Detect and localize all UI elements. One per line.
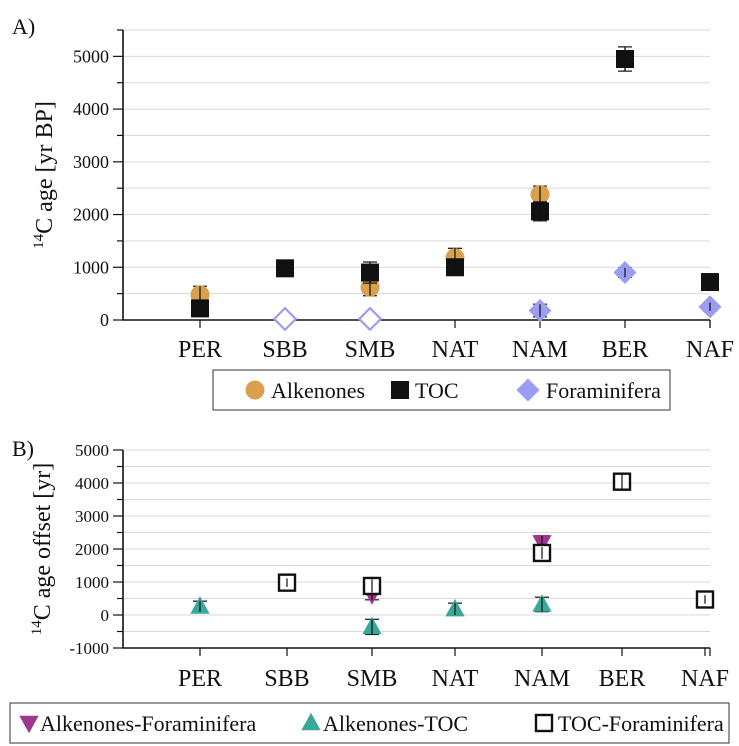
chart-panel-b: B) -1000 0 1000 2000 3000 4000 5000 PER SBB SMB NAT…	[9, 436, 730, 744]
legend-box	[9, 702, 730, 744]
y-tick-label: 2000	[75, 540, 109, 559]
legend-label: Foraminifera	[546, 378, 661, 403]
legend-box	[212, 369, 671, 411]
legend-marker	[516, 378, 540, 402]
legend-label: Alkenones-TOC	[323, 711, 468, 736]
y-tick-label: 5000	[73, 46, 109, 66]
legend-label: Alkenones-Foraminifera	[40, 711, 256, 736]
x-tick-label: PER	[178, 337, 222, 363]
legend-label: TOC	[415, 378, 459, 403]
y-axis-label-text: age offset [yr]	[30, 463, 56, 599]
y-tick-label: 3000	[73, 152, 109, 172]
legend-marker	[19, 715, 39, 734]
x-tick-label: NAT	[432, 666, 479, 692]
y-axis-label: 14C age [yr BP]	[31, 101, 58, 249]
y-tick-label: 0	[100, 310, 109, 330]
legend-marker	[245, 380, 265, 400]
y-axis-label: 14C age offset [yr]	[29, 463, 56, 636]
y-tick-label: 4000	[73, 99, 109, 119]
x-tick-label: SMB	[347, 666, 398, 692]
y-tick-label: 4000	[75, 474, 109, 493]
y-tick-label: 0	[101, 606, 110, 625]
y-axis-label-superscript: 14	[29, 620, 45, 636]
legend-marker	[301, 712, 321, 731]
series-toc	[191, 46, 719, 318]
y-tick-label: 1000	[75, 573, 109, 592]
legend-marker	[534, 713, 554, 733]
series-alkenones	[190, 185, 550, 305]
series-toc-foraminifera	[277, 472, 715, 609]
y-axis-label-superscript: 14	[31, 233, 47, 249]
y-tick-label: 2000	[73, 205, 109, 225]
data-point	[357, 306, 383, 332]
x-tick-label: BER	[599, 666, 646, 692]
series-foraminifera	[272, 261, 722, 332]
data-point	[272, 306, 298, 332]
series-alkenones-toc	[190, 594, 552, 636]
legend-label: Alkenones	[271, 378, 365, 403]
series-alkenones-foraminifera	[362, 535, 552, 605]
chart-panel-a: A) 0 1000 2000 3000 4000 5000 PER SBB SMB NAT NAM BE…	[12, 14, 734, 411]
y-tick-label: -1000	[69, 639, 109, 658]
legend: Alkenones-Foraminifera Alkenones-TOC TOC-F…	[9, 702, 730, 744]
x-tick-label: SBB	[262, 337, 307, 363]
x-tick-label: NAF	[686, 337, 734, 363]
y-axis-label-prefix: C	[30, 598, 56, 620]
x-tick-label: NAT	[432, 337, 479, 363]
x-tick-label: SBB	[264, 666, 309, 692]
panel-label: A)	[12, 14, 35, 39]
x-tick-label: NAF	[681, 666, 729, 692]
y-tick-label: 1000	[73, 257, 109, 277]
x-tick-label: NAM	[514, 666, 570, 692]
x-tick-label: BER	[602, 337, 649, 363]
x-tick-label: SMB	[345, 337, 396, 363]
y-tick-label: 5000	[75, 441, 109, 460]
y-axis-label-text: age [yr BP]	[32, 101, 58, 212]
legend-marker	[391, 381, 409, 399]
y-axis-label-prefix: C	[32, 212, 58, 234]
x-tick-label: PER	[178, 666, 222, 692]
legend-label: TOC-Foraminifera	[558, 711, 724, 736]
panel-label: B)	[12, 436, 34, 461]
x-tick-label: NAM	[512, 337, 568, 363]
y-tick-label: 3000	[75, 507, 109, 526]
legend: Alkenones TOC Foraminifera	[212, 369, 671, 411]
